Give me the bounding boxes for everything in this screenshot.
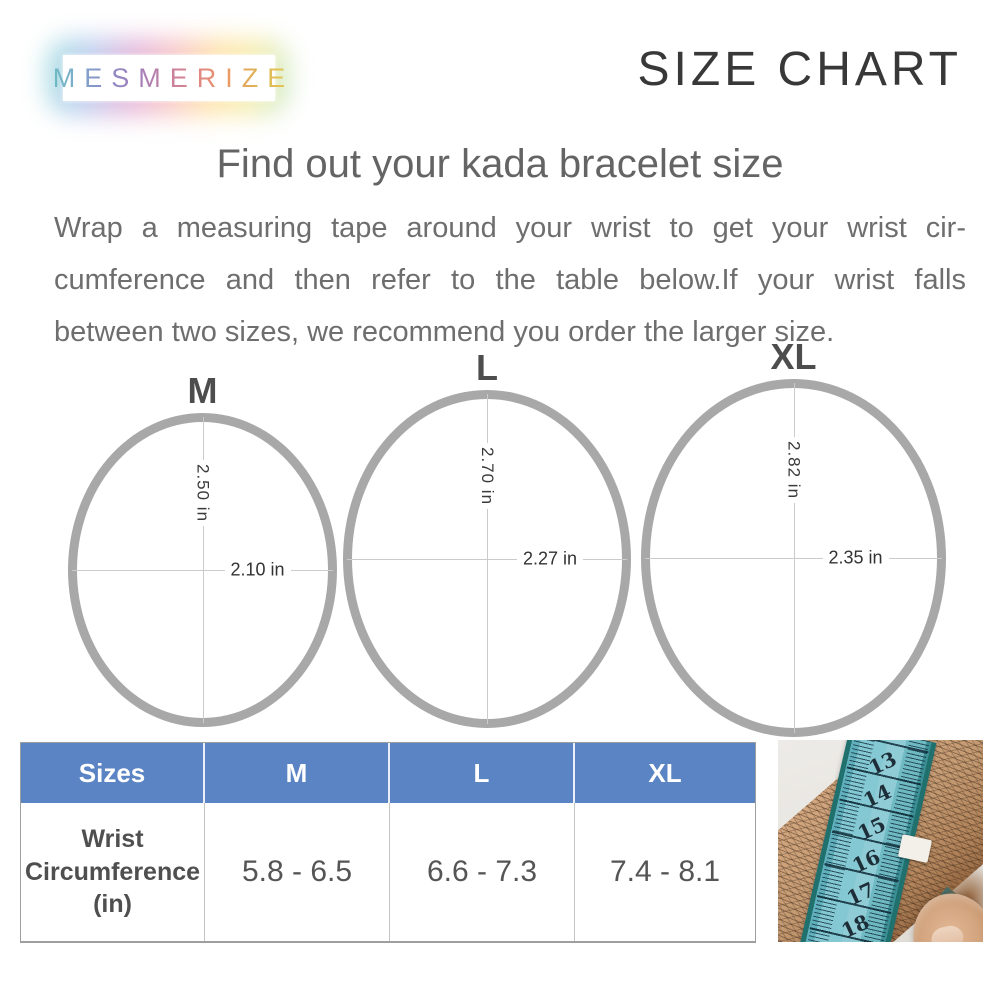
vertical-measure-label: 2.70 in	[477, 443, 497, 510]
intro-paragraph: Wrap a measuring tape around your wrist …	[54, 202, 966, 358]
ring-diagram-xl: XL 2.82 in 2.35 in	[641, 339, 946, 737]
value-cell-xl: 7.4 - 8.1	[575, 803, 755, 941]
ring-diagram-l: L 2.70 in 2.27 in	[343, 350, 631, 728]
vertical-measure-label: 2.82 in	[783, 437, 804, 504]
header-cell-l: L	[390, 743, 575, 803]
intro-line: between two sizes, we recommend you orde…	[54, 316, 835, 348]
horizontal-diameter-line	[645, 558, 942, 559]
brand-logo-text: MESMERIZE	[44, 63, 295, 94]
header-cell-xl: XL	[575, 743, 755, 803]
vertical-measure-label: 2.50 in	[192, 460, 213, 527]
size-table-data-row: Wrist Circumference (in) 5.8 - 6.5 6.6 -…	[21, 803, 755, 941]
horizontal-measure-label: 2.10 in	[224, 558, 291, 582]
size-table-header-row: Sizes M L XL	[21, 743, 755, 803]
ring-size-label: M	[187, 370, 218, 411]
wrist-measuring-photo: 13 14 15 16 17 18	[778, 740, 983, 942]
page-title: SIZE CHART	[637, 43, 962, 96]
horizontal-diameter-line	[347, 559, 627, 560]
value-cell-l: 6.6 - 7.3	[390, 803, 575, 941]
size-table: Sizes M L XL Wrist Circumference (in) 5.…	[20, 742, 756, 943]
horizontal-diameter-line	[72, 570, 333, 571]
header-cell-m: M	[205, 743, 390, 803]
intro-line: cumference and then refer to the table b…	[54, 264, 966, 296]
ring-diagram-m: M 2.50 in 2.10 in	[68, 373, 337, 727]
brand-logo: MESMERIZE	[53, 55, 285, 101]
horizontal-measure-label: 2.27 in	[517, 547, 584, 571]
section-heading: Find out your kada bracelet size	[216, 142, 784, 186]
row-label-wrist-circumference: Wrist Circumference (in)	[21, 803, 205, 941]
horizontal-measure-label: 2.35 in	[822, 546, 889, 570]
value-cell-m: 5.8 - 6.5	[205, 803, 390, 941]
thumb-nail	[929, 923, 966, 942]
ring-size-label: L	[476, 347, 498, 388]
header-cell-sizes: Sizes	[21, 743, 205, 803]
intro-line: Wrap a measuring tape around your wrist …	[54, 212, 966, 244]
ring-size-label: XL	[770, 336, 817, 377]
